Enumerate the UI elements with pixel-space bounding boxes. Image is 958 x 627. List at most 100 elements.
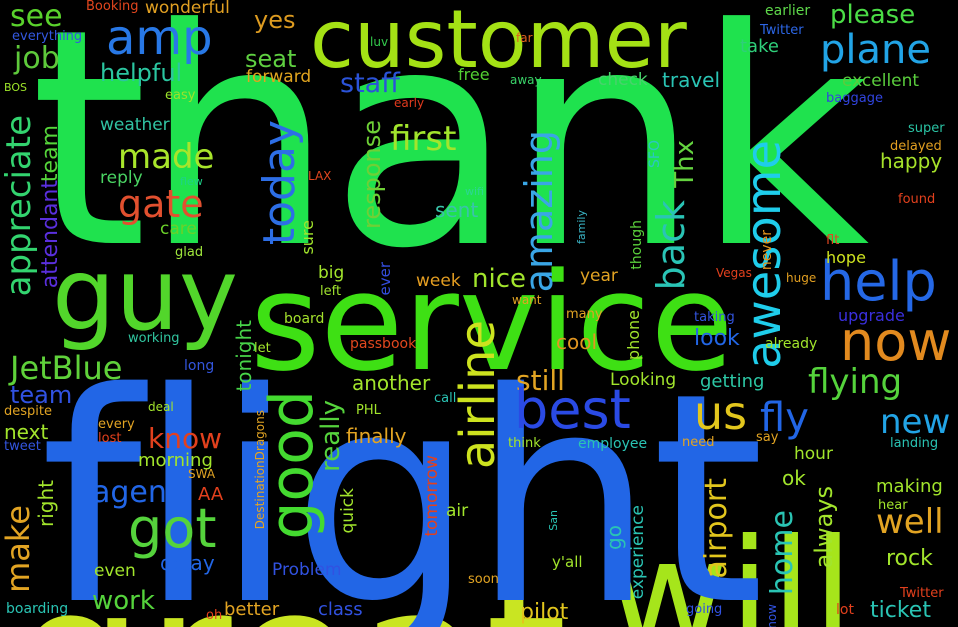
word-hour: hour — [794, 444, 833, 464]
word-nice: nice — [472, 264, 526, 294]
word-first: first — [390, 119, 457, 159]
word-san: San — [547, 510, 560, 531]
word-call: call — [434, 391, 457, 406]
word-upgrade: upgrade — [838, 306, 905, 325]
word-want: want — [512, 293, 542, 307]
word-wonderful: wonderful — [145, 0, 230, 18]
word-baggage: baggage — [826, 91, 883, 106]
word-hope: hope — [826, 248, 866, 267]
word-early: early — [394, 96, 425, 110]
word-care: care — [160, 219, 197, 239]
word-morning: morning — [138, 450, 213, 471]
word-service: service — [250, 244, 734, 401]
word-gate: gate — [118, 182, 204, 226]
word-landing: landing — [890, 436, 939, 451]
word-good: good — [257, 390, 327, 540]
word-wifi: wifi — [465, 185, 484, 198]
word-free: free — [458, 65, 490, 84]
word-forward: forward — [246, 67, 312, 87]
word-super: super — [908, 121, 945, 136]
word-ever: ever — [376, 262, 394, 296]
word-well: well — [876, 502, 944, 542]
word-huge: huge — [786, 271, 817, 285]
word-check: check — [598, 70, 648, 90]
word-now-small: now — [765, 604, 779, 627]
word-another: another — [352, 371, 431, 395]
word-take: take — [740, 36, 779, 57]
word-right: right — [34, 480, 58, 527]
word-weather: weather — [100, 115, 170, 135]
word-happy: happy — [880, 149, 943, 173]
word-going: going — [686, 602, 723, 617]
word-hear: hear — [878, 498, 908, 513]
word-flight: flight — [40, 332, 765, 627]
word-phl: PHL — [356, 403, 381, 418]
word-long: long — [184, 358, 215, 374]
word-already: already — [765, 336, 818, 352]
word-despite: despite — [4, 404, 52, 419]
word-found: found — [898, 192, 936, 207]
word-got: got — [128, 497, 217, 560]
word-booking: Booking — [86, 0, 139, 14]
word-family: family — [575, 210, 588, 244]
word-delay: delay — [160, 551, 215, 575]
word-getting: getting — [700, 371, 765, 392]
word-today: today — [254, 120, 305, 246]
word-fly: fly — [760, 395, 809, 441]
word-flt: flt — [826, 233, 840, 248]
word-look: look — [694, 326, 740, 351]
word-know: know — [148, 422, 222, 455]
word-new: new — [880, 402, 951, 442]
word-airline: airline — [450, 320, 506, 470]
word-jetblue: JetBlue — [10, 349, 123, 387]
word-looking: Looking — [610, 370, 677, 390]
word-best: best — [514, 378, 631, 441]
word-phone: phone — [624, 310, 643, 361]
word-work: work — [92, 586, 155, 616]
word-left: left — [320, 284, 342, 299]
word-experience: experience — [628, 505, 648, 600]
word-bos: BOS — [4, 81, 27, 94]
word-better: better — [224, 599, 280, 620]
word-staff: staff — [340, 68, 400, 99]
word-quick: quick — [338, 488, 358, 534]
word-cool: cool — [556, 330, 598, 354]
word-go: go — [602, 525, 626, 550]
word-finally: finally — [346, 424, 407, 448]
word-seat: seat — [245, 45, 297, 73]
word-home: home — [765, 510, 800, 596]
word-plane: plane — [820, 27, 931, 73]
word-taking: taking — [694, 310, 735, 325]
word-week: week — [416, 271, 461, 291]
word-tomorrow: tomorrow — [422, 455, 442, 537]
word-rock: rock — [886, 546, 933, 571]
word-board: board — [284, 311, 325, 327]
word-easy: easy — [165, 88, 196, 103]
word-team-bottom: team — [10, 381, 73, 409]
word-job: job — [14, 41, 60, 76]
word-airport: airport — [699, 478, 734, 579]
word-team-left: team — [38, 125, 63, 183]
word-response: response — [358, 120, 386, 230]
word-lost: lost — [98, 431, 122, 446]
word-help: help — [820, 250, 937, 313]
word-reply: reply — [100, 168, 143, 188]
word-even: even — [94, 561, 136, 581]
word-class: class — [318, 599, 363, 620]
word-back: back — [649, 200, 693, 291]
word-delayed: delayed — [890, 139, 942, 154]
word-flying: flying — [808, 362, 903, 402]
word-thank: thank — [30, 0, 869, 314]
word-boarding: boarding — [6, 601, 69, 617]
word-yall: y'all — [552, 553, 583, 571]
word-far: far — [516, 31, 533, 45]
word-air: air — [446, 501, 469, 521]
word-lot: lot — [836, 602, 854, 618]
word-thx: Thx — [670, 140, 700, 188]
word-year: year — [580, 266, 618, 286]
word-agent: agent — [92, 475, 179, 510]
word-never: never — [759, 230, 775, 271]
word-appreciate: appreciate — [0, 115, 39, 297]
word-customer: customer — [310, 0, 687, 86]
